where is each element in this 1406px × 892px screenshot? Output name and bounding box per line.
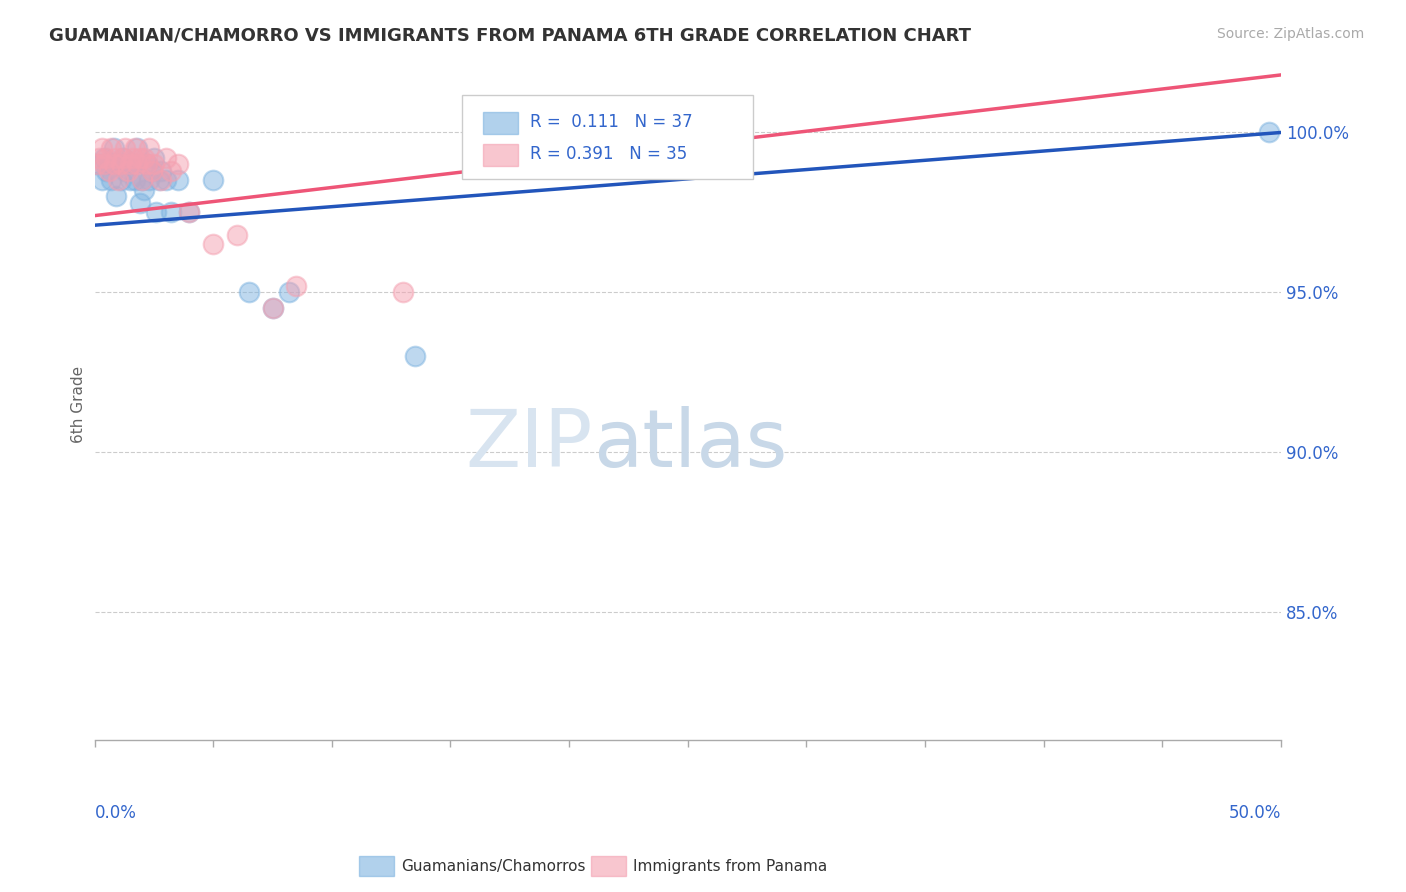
Point bbox=[238, 285, 260, 300]
Point bbox=[93, 151, 115, 165]
Point bbox=[104, 189, 127, 203]
Point bbox=[114, 164, 136, 178]
Point bbox=[134, 183, 156, 197]
Point bbox=[110, 173, 132, 187]
Text: 0.0%: 0.0% bbox=[94, 804, 136, 822]
Y-axis label: 6th Grade: 6th Grade bbox=[72, 366, 86, 442]
Point bbox=[90, 141, 112, 155]
Point bbox=[278, 285, 301, 300]
Point bbox=[110, 157, 132, 171]
Point bbox=[97, 157, 120, 171]
Point bbox=[121, 157, 143, 171]
FancyBboxPatch shape bbox=[482, 145, 519, 166]
Point bbox=[142, 157, 165, 171]
Point bbox=[114, 141, 136, 155]
Point bbox=[107, 173, 129, 187]
Point bbox=[138, 141, 160, 155]
Point bbox=[124, 173, 146, 187]
Point bbox=[90, 173, 112, 187]
Point bbox=[179, 205, 201, 219]
Point bbox=[104, 151, 127, 165]
Point bbox=[96, 164, 118, 178]
Point bbox=[166, 173, 188, 187]
Point bbox=[135, 157, 157, 171]
Point bbox=[96, 151, 118, 165]
Point bbox=[155, 151, 177, 165]
Point bbox=[86, 157, 108, 171]
Text: 50.0%: 50.0% bbox=[1229, 804, 1281, 822]
Point bbox=[1258, 126, 1281, 140]
Point bbox=[138, 173, 160, 187]
Point bbox=[179, 205, 201, 219]
Point bbox=[131, 173, 153, 187]
Text: R = 0.391   N = 35: R = 0.391 N = 35 bbox=[530, 145, 688, 163]
Point bbox=[128, 195, 150, 210]
Point bbox=[285, 279, 308, 293]
Point bbox=[128, 151, 150, 165]
Point bbox=[141, 164, 163, 178]
Point bbox=[166, 157, 188, 171]
Point bbox=[127, 157, 149, 171]
Point bbox=[97, 164, 120, 178]
Point bbox=[107, 157, 129, 171]
Point bbox=[142, 151, 165, 165]
Point bbox=[141, 164, 163, 178]
Point bbox=[89, 157, 111, 171]
Point bbox=[112, 151, 135, 165]
Point bbox=[392, 285, 415, 300]
Text: Guamanians/Chamorros: Guamanians/Chamorros bbox=[401, 859, 585, 873]
Point bbox=[150, 173, 173, 187]
Text: Source: ZipAtlas.com: Source: ZipAtlas.com bbox=[1216, 27, 1364, 41]
Point bbox=[100, 141, 122, 155]
Point bbox=[145, 205, 167, 219]
Point bbox=[117, 157, 139, 171]
Text: R =  0.111   N = 37: R = 0.111 N = 37 bbox=[530, 112, 693, 130]
Point bbox=[131, 173, 153, 187]
Point bbox=[202, 237, 225, 252]
FancyBboxPatch shape bbox=[463, 95, 754, 179]
Point bbox=[159, 164, 181, 178]
Text: atlas: atlas bbox=[593, 406, 787, 483]
Point bbox=[159, 205, 181, 219]
Text: GUAMANIAN/CHAMORRO VS IMMIGRANTS FROM PANAMA 6TH GRADE CORRELATION CHART: GUAMANIAN/CHAMORRO VS IMMIGRANTS FROM PA… bbox=[49, 27, 972, 45]
Text: ZIP: ZIP bbox=[465, 406, 593, 483]
Point bbox=[262, 301, 284, 316]
Point bbox=[150, 164, 173, 178]
Point bbox=[117, 164, 139, 178]
Point bbox=[120, 173, 142, 187]
Point bbox=[404, 349, 426, 363]
Point bbox=[121, 151, 143, 165]
Text: Immigrants from Panama: Immigrants from Panama bbox=[633, 859, 827, 873]
FancyBboxPatch shape bbox=[482, 112, 519, 134]
Point bbox=[135, 157, 157, 171]
Point bbox=[100, 173, 122, 187]
Point bbox=[93, 157, 115, 171]
Point bbox=[103, 157, 125, 171]
Point bbox=[155, 173, 177, 187]
Point bbox=[124, 141, 146, 155]
Point bbox=[262, 301, 284, 316]
Point bbox=[148, 173, 170, 187]
Point bbox=[120, 157, 142, 171]
Point bbox=[89, 151, 111, 165]
Point bbox=[112, 151, 135, 165]
Point bbox=[226, 227, 249, 242]
Point bbox=[202, 173, 225, 187]
Point bbox=[134, 151, 156, 165]
Point bbox=[127, 141, 149, 155]
Point bbox=[103, 141, 125, 155]
